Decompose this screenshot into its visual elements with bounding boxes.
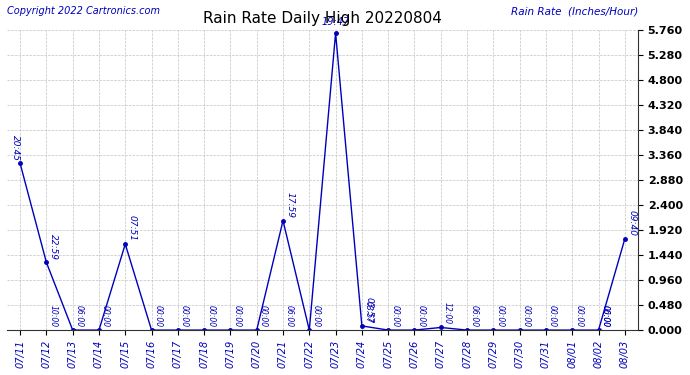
Text: 17:59: 17:59 <box>286 192 295 218</box>
Text: 00:00: 00:00 <box>233 305 241 327</box>
Text: 22:59: 22:59 <box>49 234 58 260</box>
Text: 00:00: 00:00 <box>574 305 583 327</box>
Text: 07:51: 07:51 <box>128 216 137 242</box>
Text: 12:00: 12:00 <box>443 302 452 324</box>
Text: 00:00: 00:00 <box>311 305 320 327</box>
Text: 00:00: 00:00 <box>206 305 215 327</box>
Text: 10:00: 10:00 <box>48 305 57 327</box>
Text: 06:00: 06:00 <box>600 305 610 327</box>
Text: 00:00: 00:00 <box>101 305 110 327</box>
Text: Copyright 2022 Cartronics.com: Copyright 2022 Cartronics.com <box>7 6 160 16</box>
Text: 00:00: 00:00 <box>600 305 610 327</box>
Text: 00:00: 00:00 <box>495 305 504 327</box>
Text: 00:00: 00:00 <box>180 305 189 327</box>
Text: 06:00: 06:00 <box>285 305 294 327</box>
Text: Rain Rate  (Inches/Hour): Rain Rate (Inches/Hour) <box>511 6 638 16</box>
Text: 03:57: 03:57 <box>364 301 373 323</box>
Text: 06:00: 06:00 <box>75 305 83 327</box>
Text: 00:00: 00:00 <box>548 305 557 327</box>
Text: 00:00: 00:00 <box>391 305 400 327</box>
Text: 00:00: 00:00 <box>522 305 531 327</box>
Text: 19:47: 19:47 <box>322 17 350 27</box>
Text: 00:00: 00:00 <box>154 305 163 327</box>
Text: 00:00: 00:00 <box>417 305 426 327</box>
Text: 00:00: 00:00 <box>259 305 268 327</box>
Title: Rain Rate Daily High 20220804: Rain Rate Daily High 20220804 <box>203 11 442 26</box>
Text: 06:00: 06:00 <box>469 305 478 327</box>
Text: 03:57: 03:57 <box>364 297 373 323</box>
Text: 20:45: 20:45 <box>11 135 20 161</box>
Text: 09:40: 09:40 <box>627 210 636 236</box>
